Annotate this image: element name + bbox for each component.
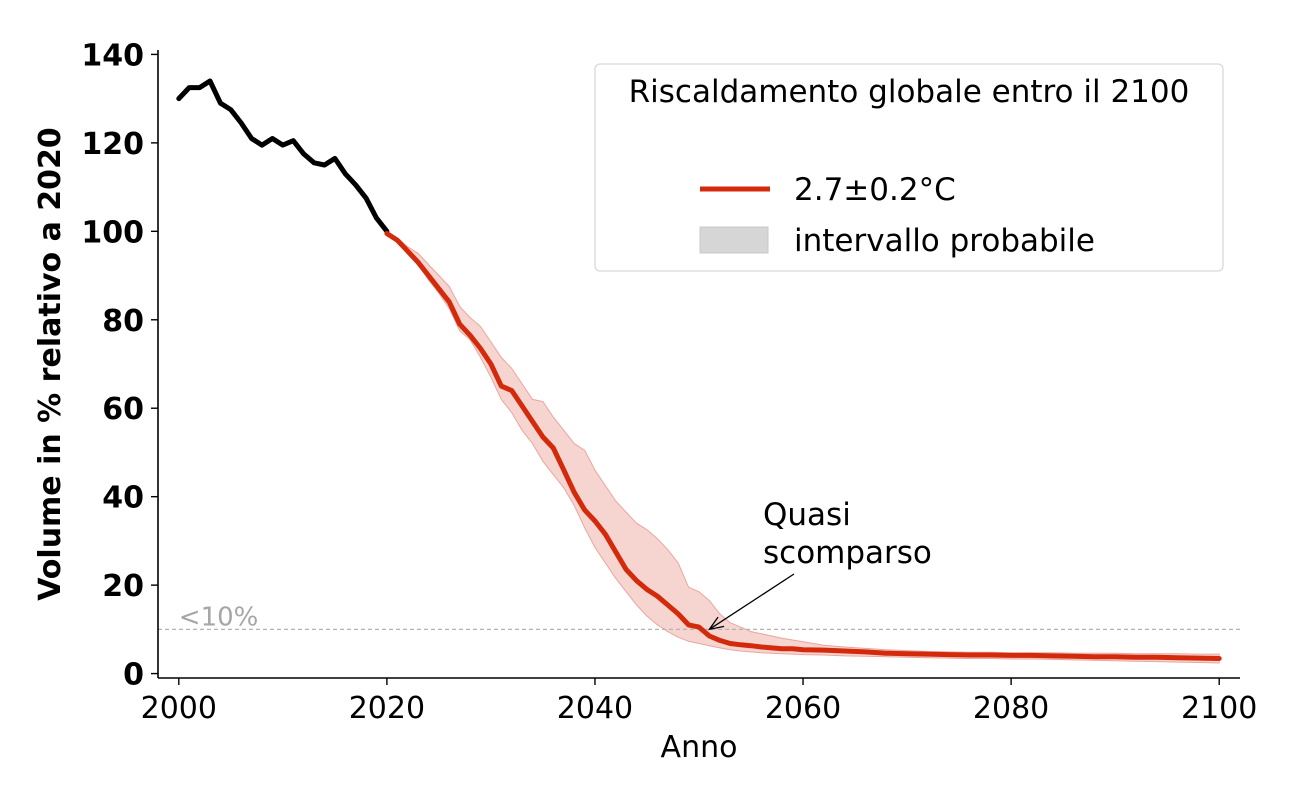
y-axis-title: Volume in % relativo a 2020 xyxy=(33,127,68,601)
x-tick-label: 2040 xyxy=(557,691,633,726)
y-tick-label: 20 xyxy=(102,569,144,604)
legend-title: Riscaldamento globale entro il 2100 xyxy=(629,74,1190,110)
legend-band-swatch xyxy=(699,226,769,254)
x-axis-title: Anno xyxy=(661,730,738,765)
y-tick-label: 80 xyxy=(102,304,144,339)
y-tick-label: 0 xyxy=(123,658,144,693)
legend-entry-band: intervallo probabile xyxy=(794,223,1095,259)
historical-line xyxy=(176,78,390,234)
legend-entry-series: 2.7±0.2°C xyxy=(794,172,956,208)
threshold-label: <10% xyxy=(179,602,259,632)
x-tick-label: 2060 xyxy=(765,691,841,726)
y-tick-label: 120 xyxy=(81,127,144,162)
annotation: Quasi scomparso xyxy=(707,497,932,631)
x-tick-label: 2000 xyxy=(141,691,217,726)
y-tick-label: 60 xyxy=(102,392,144,427)
uncertainty-band xyxy=(386,233,1220,664)
y-tick-label: 100 xyxy=(81,215,144,250)
x-ticks: 2000 2020 2040 2060 2080 2100 xyxy=(141,678,1257,726)
y-tick-label: 140 xyxy=(81,38,144,73)
x-tick-label: 2100 xyxy=(1181,691,1257,726)
annotation-text-line-1: Quasi xyxy=(763,497,851,533)
x-tick-label: 2080 xyxy=(973,691,1049,726)
y-ticks: 0 20 40 60 80 100 120 140 xyxy=(81,38,158,693)
axes: 2000 2020 2040 2060 2080 2100 020406080100120… xyxy=(33,38,1257,765)
line-layer xyxy=(176,78,1222,661)
annotation-arrow-shaft xyxy=(709,573,795,630)
annotation-text-line-2: scomparso xyxy=(763,535,932,571)
legend-frame xyxy=(594,63,1224,272)
x-tick-label: 2020 xyxy=(349,691,425,726)
legend: Riscaldamento globale entro il 2100 2.7±… xyxy=(594,63,1224,272)
y-tick-label: 40 xyxy=(102,481,144,516)
annotation-arrow-head xyxy=(707,616,725,631)
projection-line xyxy=(384,231,1222,661)
band-layer xyxy=(386,233,1220,664)
